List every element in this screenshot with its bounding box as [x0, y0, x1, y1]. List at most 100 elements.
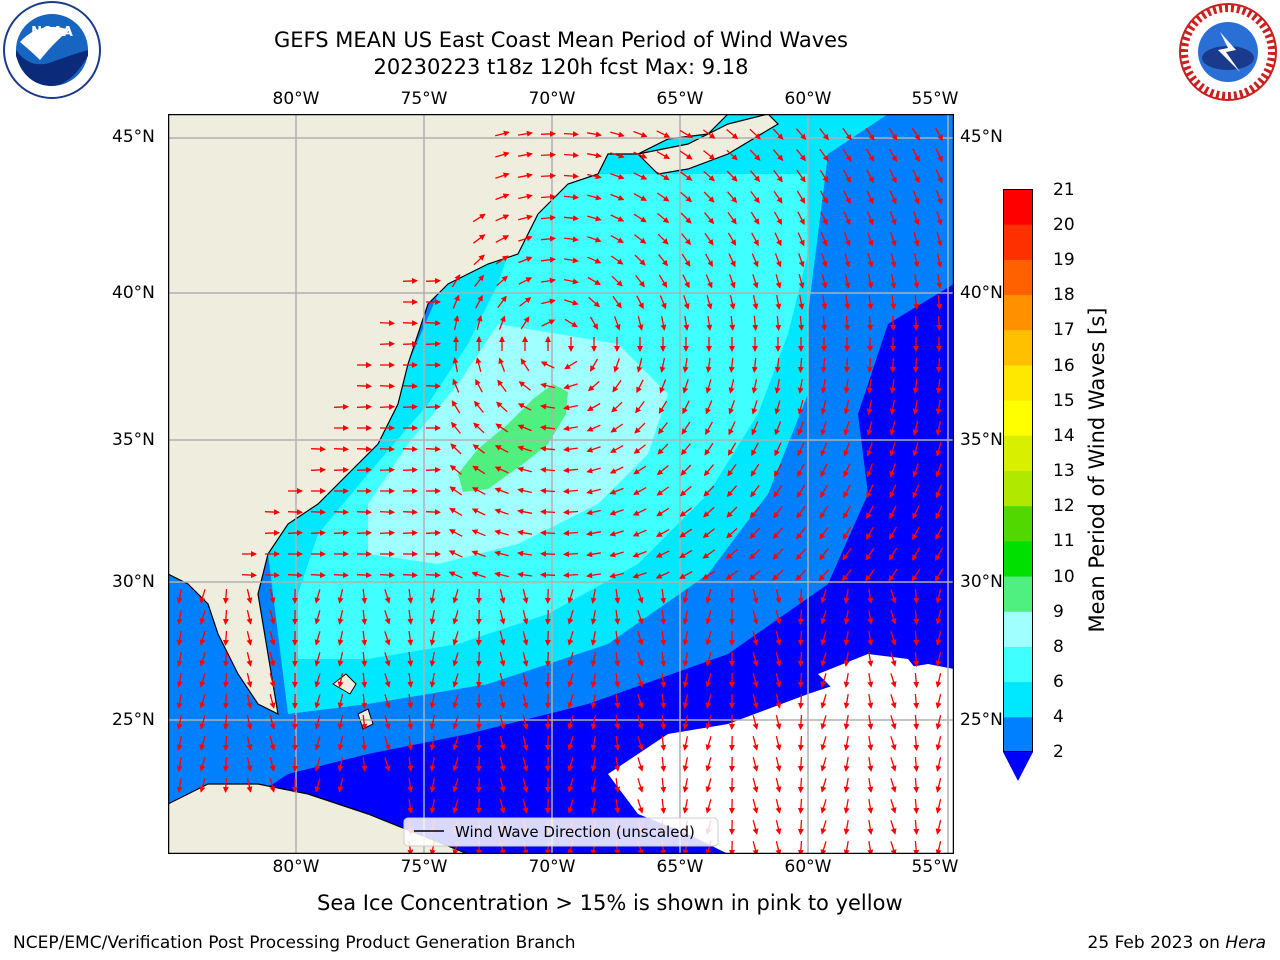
wind-wave-arrow — [820, 820, 827, 835]
wind-wave-arrow — [843, 693, 850, 709]
wind-wave-arrow — [703, 150, 716, 161]
wind-wave-arrow — [797, 840, 804, 854]
colorbar-tick-label: 15 — [1053, 391, 1075, 411]
wind-wave-arrow — [451, 400, 461, 414]
colorbar-tick-label: 17 — [1053, 320, 1075, 340]
wind-wave-arrow — [199, 715, 206, 730]
wind-wave-arrow — [821, 253, 828, 268]
wind-wave-arrow — [774, 442, 782, 457]
wind-wave-arrow — [637, 673, 644, 688]
colorbar-tick-label: 18 — [1053, 285, 1075, 305]
wind-wave-arrow — [821, 294, 828, 310]
wind-wave-arrow — [867, 273, 874, 289]
wind-wave-arrow — [636, 358, 643, 373]
colorbar-tick-label: 4 — [1053, 707, 1064, 727]
wind-wave-arrow — [564, 318, 578, 328]
wind-wave-arrow — [635, 401, 645, 414]
wind-wave-arrow — [797, 756, 804, 772]
wind-wave-arrow — [913, 211, 920, 226]
wind-wave-arrow — [867, 315, 874, 331]
wind-wave-arrow — [379, 509, 395, 516]
wind-wave-arrow — [775, 799, 782, 814]
wind-wave-arrow — [496, 401, 508, 413]
wind-wave-arrow — [473, 234, 486, 244]
wind-wave-arrow — [703, 485, 715, 497]
wind-wave-arrow — [246, 736, 253, 751]
wind-wave-arrow — [540, 550, 556, 557]
wind-wave-arrow — [452, 610, 459, 625]
wind-wave-arrow — [384, 757, 391, 772]
wind-wave-arrow — [705, 652, 712, 667]
wind-wave-arrow — [222, 672, 229, 688]
wind-wave-arrow — [473, 400, 484, 413]
wind-wave-arrow — [657, 443, 669, 455]
wind-wave-arrow — [522, 694, 529, 709]
wind-wave-arrow — [634, 234, 647, 244]
wind-wave-arrow — [586, 509, 601, 516]
wind-wave-arrow — [337, 631, 344, 646]
wind-wave-arrow — [819, 169, 829, 183]
wind-wave-arrow — [798, 294, 805, 310]
wind-wave-arrow — [728, 400, 736, 415]
wind-wave-arrow — [820, 211, 828, 226]
wind-wave-arrow — [727, 211, 737, 225]
wind-wave-arrow — [820, 357, 827, 373]
wind-wave-arrow — [314, 673, 321, 688]
wind-wave-arrow — [912, 169, 920, 184]
wind-wave-arrow — [682, 379, 689, 394]
arrow-legend-label: Wind Wave Direction (unscaled) — [455, 823, 695, 841]
wind-wave-arrow — [867, 630, 874, 646]
wind-wave-arrow — [705, 694, 712, 709]
wind-wave-arrow — [361, 651, 368, 667]
wind-wave-arrow — [660, 756, 667, 772]
wind-wave-arrow — [705, 379, 712, 394]
wind-wave-arrow — [889, 463, 897, 478]
wind-wave-arrow — [471, 571, 486, 578]
wind-wave-arrow — [590, 714, 597, 730]
wind-wave-arrow — [660, 651, 667, 667]
wind-wave-arrow — [384, 652, 391, 667]
wind-wave-arrow — [819, 548, 829, 561]
wind-wave-arrow — [660, 609, 667, 625]
wind-wave-arrow — [636, 295, 644, 310]
wind-wave-arrow — [750, 463, 760, 477]
wind-wave-arrow — [499, 652, 506, 667]
wind-wave-arrow — [222, 693, 229, 709]
wind-wave-arrow — [751, 421, 759, 436]
wind-wave-arrow — [773, 463, 783, 477]
wind-wave-arrow — [269, 757, 276, 772]
wind-wave-arrow — [842, 526, 852, 540]
wind-wave-arrow — [540, 445, 556, 452]
wind-wave-arrow — [890, 736, 897, 751]
wind-wave-arrow — [176, 735, 183, 751]
wind-wave-arrow — [680, 171, 693, 181]
wind-wave-arrow — [890, 631, 897, 646]
wind-wave-arrow — [935, 673, 942, 688]
colorbar-bin — [1003, 470, 1033, 507]
wind-wave-arrow — [820, 631, 827, 646]
wind-wave-arrow — [773, 190, 783, 204]
wind-wave-arrow — [567, 778, 574, 793]
wind-wave-arrow — [453, 315, 460, 331]
wind-wave-arrow — [866, 505, 874, 520]
wind-wave-arrow — [912, 505, 920, 520]
colorbar-bin — [1003, 259, 1033, 296]
wind-wave-arrow — [659, 379, 667, 394]
wind-wave-arrow — [752, 610, 759, 625]
wind-wave-arrow — [705, 631, 712, 646]
wind-wave-arrow — [729, 295, 736, 310]
nws-logo — [1179, 3, 1277, 101]
wind-wave-arrow — [679, 150, 693, 160]
wind-wave-arrow — [407, 736, 414, 751]
wind-wave-arrow — [544, 777, 551, 793]
wind-wave-arrow — [402, 466, 418, 473]
wind-wave-arrow — [705, 421, 713, 435]
wind-wave-arrow — [660, 735, 667, 751]
wind-wave-arrow — [820, 715, 827, 730]
wind-wave-arrow — [176, 714, 183, 730]
wind-wave-arrow — [820, 484, 828, 498]
wind-wave-arrow — [590, 588, 597, 604]
wind-wave-arrow — [494, 487, 509, 495]
wind-wave-arrow — [637, 715, 644, 730]
wind-wave-arrow — [797, 651, 804, 667]
